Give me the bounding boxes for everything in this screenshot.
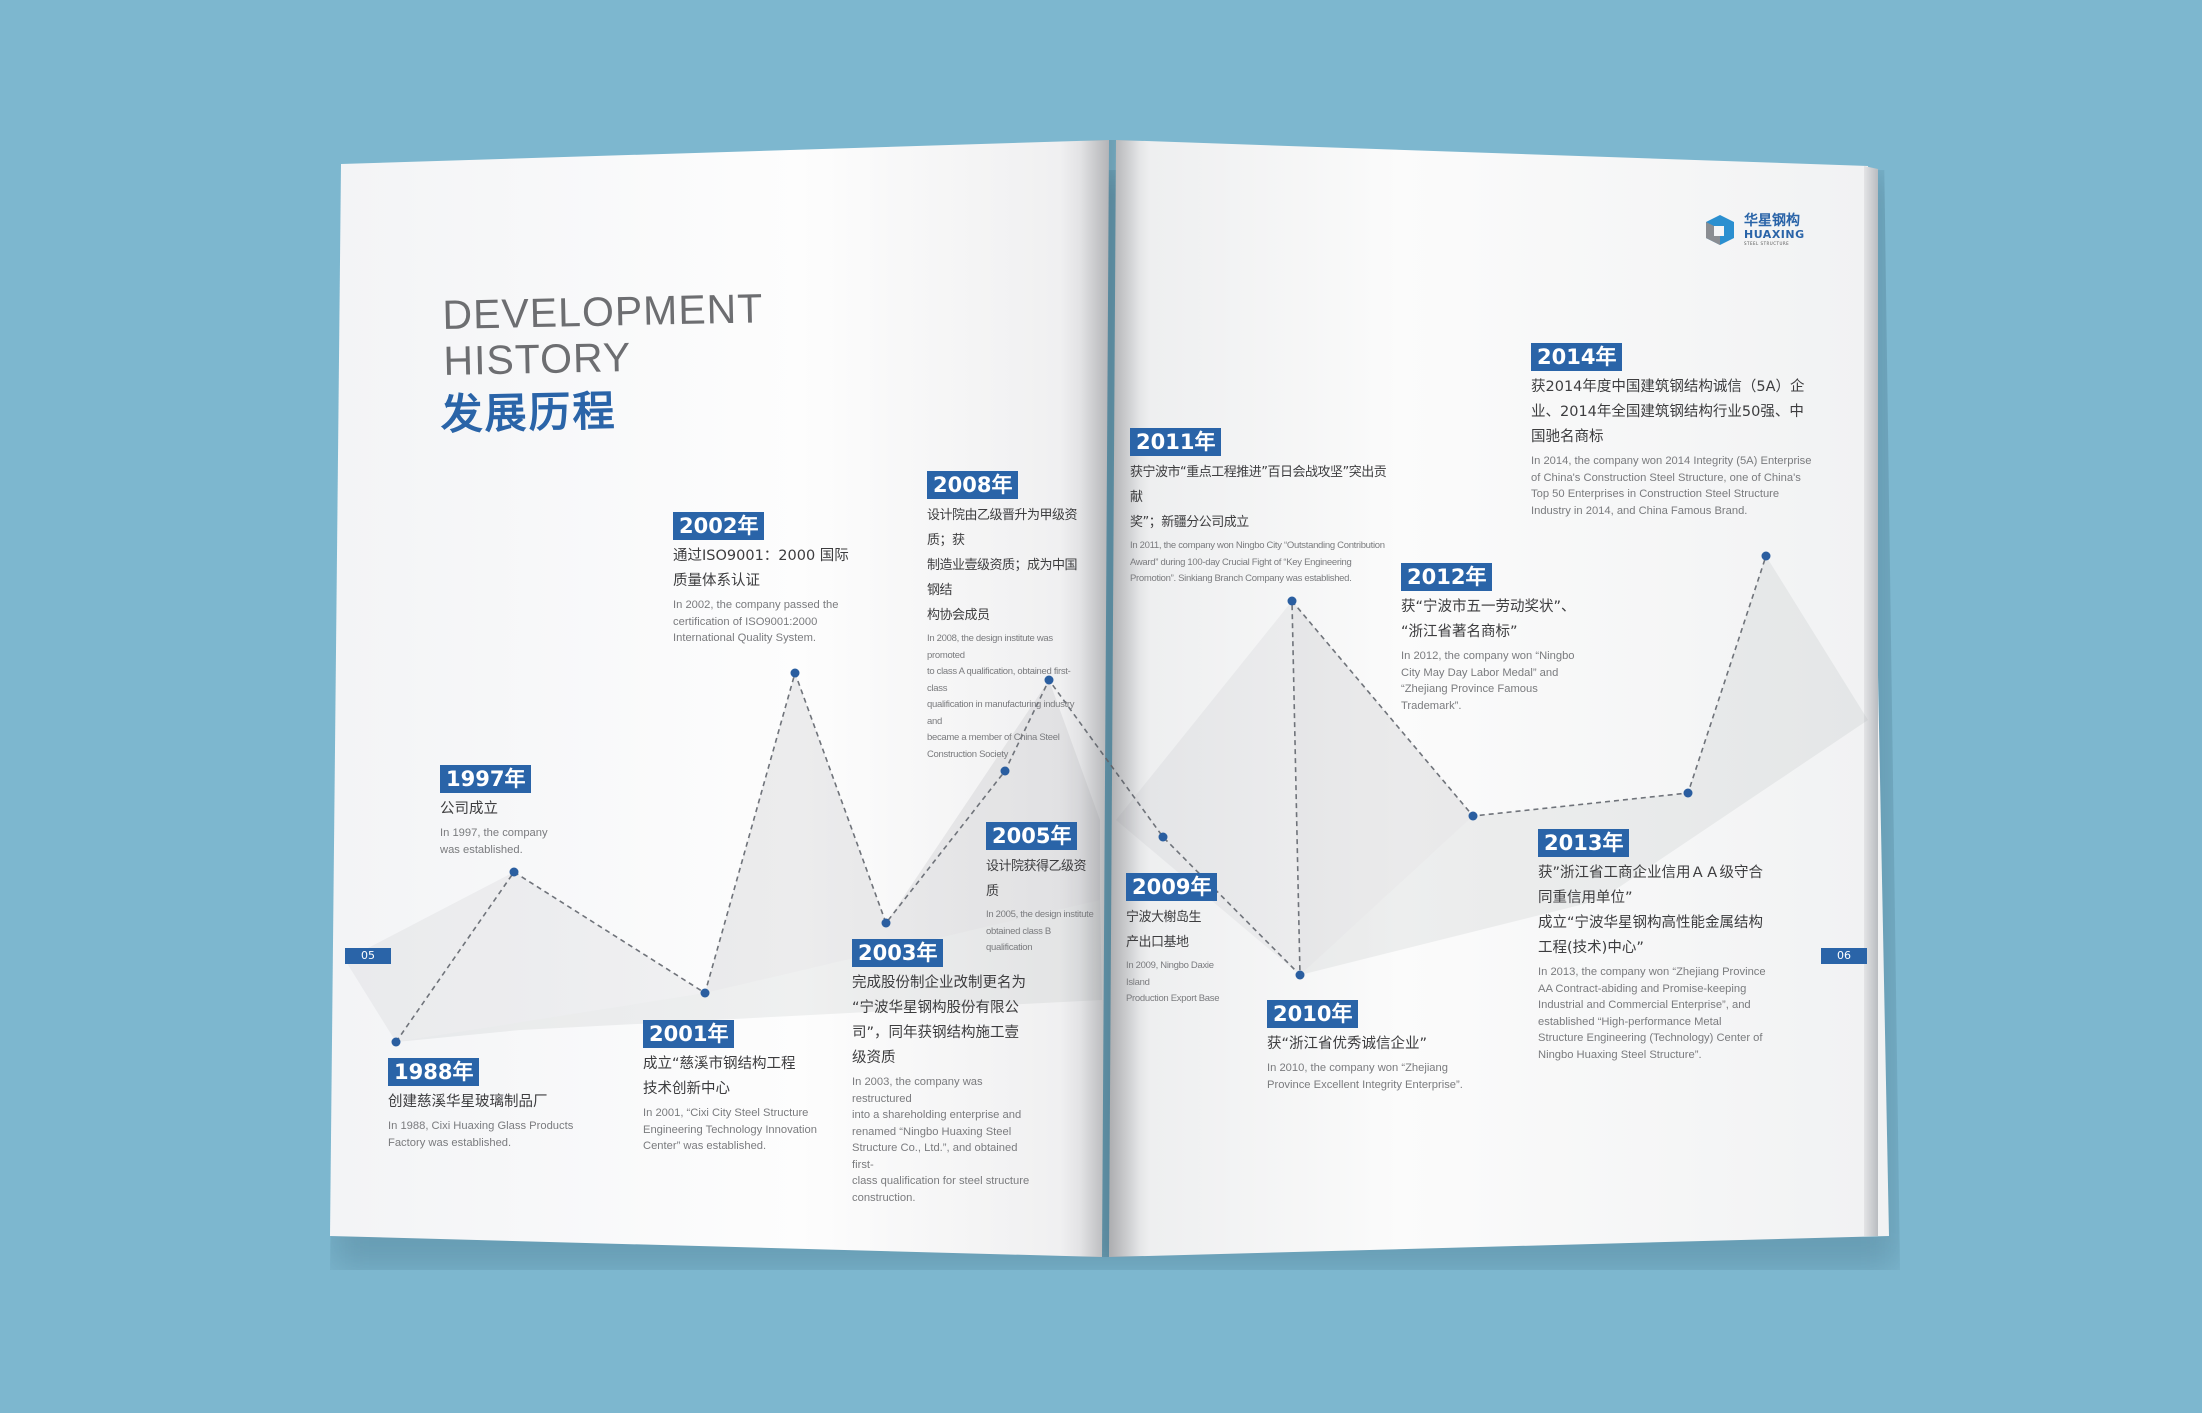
timeline-dot-2001 xyxy=(700,988,710,998)
event-description-en: In 2012, the company won “Ningbo City Ma… xyxy=(1401,650,1575,712)
timeline-dot-2008 xyxy=(1044,675,1054,685)
shaded-facet xyxy=(1292,601,1473,975)
shaded-facet xyxy=(345,872,705,1042)
year-label: 2010年 xyxy=(1267,1000,1359,1028)
timeline-event-2008: 2008年 设计院由乙级晋升为甲级资质；获 制造业壹级资质；成为中国钢结 构协会… xyxy=(927,471,1087,763)
shaded-facet xyxy=(1116,601,1300,975)
timeline-event-2002: 2002年 通过ISO9001：2000 国际 质量体系认证 In 2002, … xyxy=(673,512,873,647)
event-description-zh: 公司成立 xyxy=(440,801,498,817)
year-label: 2003年 xyxy=(852,939,944,967)
timeline-dot-2010 xyxy=(1295,970,1305,980)
logo-subtitle: STEEL STRUCTURE xyxy=(1744,240,1790,246)
timeline-dot-2003 xyxy=(881,918,891,928)
timeline-dot-1988 xyxy=(391,1037,401,1047)
event-description-en: In 2008, the design institute was promot… xyxy=(927,633,1075,760)
event-description-en: In 2011, the company won Ningbo City “Ou… xyxy=(1130,540,1385,584)
event-description-zh: 创建慈溪华星玻璃制品厂 xyxy=(388,1094,548,1110)
timeline-dot-2002 xyxy=(790,668,800,678)
timeline-event-2013: 2013年 获”浙江省工商企业信用ＡＡ级守合 同重信用单位” 成立“宁波华星钢构… xyxy=(1538,829,1808,1063)
year-label: 2005年 xyxy=(986,822,1078,850)
year-label: 1988年 xyxy=(388,1058,480,1086)
shaded-facet xyxy=(705,673,1100,993)
event-description-en: In 2005, the design institute obtained c… xyxy=(986,909,1094,953)
timeline-event-2014: 2014年 获2014年度中国建筑钢结构诚信（5A）企 业、2014年全国建筑钢… xyxy=(1531,343,1831,519)
event-description-en: In 2003, the company was restructured in… xyxy=(852,1076,1030,1204)
year-label: 2008年 xyxy=(927,471,1019,499)
event-description-zh: 获“宁波市五一劳动奖状”、 “浙江省著名商标” xyxy=(1401,599,1576,640)
logo-english: HUAXING xyxy=(1744,228,1805,242)
timeline-dot-1997 xyxy=(509,867,519,877)
timeline-dot-2012 xyxy=(1468,811,1478,821)
timeline-event-2001: 2001年 成立“慈溪市钢结构工程 技术创新中心 In 2001, “Cixi … xyxy=(643,1020,843,1155)
timeline-dot-2011 xyxy=(1287,596,1297,606)
timeline-dot-2014 xyxy=(1761,551,1771,561)
logo-cube-icon xyxy=(1706,215,1734,245)
year-label: 1997年 xyxy=(440,765,532,793)
company-logo: 华星钢构 HUAXING STEEL STRUCTURE xyxy=(1702,213,1805,246)
shaded-facet xyxy=(396,900,1102,1042)
event-description-zh: 获”浙江省工商企业信用ＡＡ级守合 同重信用单位” 成立“宁波华星钢构高性能金属结… xyxy=(1538,865,1764,956)
timeline-event-2011: 2011年 获宁波市“重点工程推进”百日会战攻坚”突出贡献 奖”；新疆分公司成立… xyxy=(1130,428,1390,588)
event-description-zh: 获“浙江省优秀诚信企业” xyxy=(1267,1036,1428,1052)
timeline-dot-2009 xyxy=(1158,832,1168,842)
timeline-event-1988: 1988年 创建慈溪华星玻璃制品厂 In 1988, Cixi Huaxing … xyxy=(388,1058,618,1151)
year-label: 2012年 xyxy=(1401,563,1493,591)
event-description-zh: 获宁波市“重点工程推进”百日会战攻坚”突出贡献 奖”；新疆分公司成立 xyxy=(1130,465,1387,530)
timeline-event-2010: 2010年 获“浙江省优秀诚信企业” In 2010, the company … xyxy=(1267,1000,1497,1093)
event-description-en: In 2002, the company passed the certific… xyxy=(673,599,839,644)
year-label: 2009年 xyxy=(1126,873,1218,901)
event-description-zh: 成立“慈溪市钢结构工程 技术创新中心 xyxy=(643,1056,796,1097)
title-english: DEVELOPMENT HISTORY xyxy=(442,285,764,384)
event-description-zh: 设计院由乙级晋升为甲级资质；获 制造业壹级资质；成为中国钢结 构协会成员 xyxy=(927,508,1078,623)
page-number-left: 05 xyxy=(345,948,391,964)
timeline-dot-2013 xyxy=(1683,788,1693,798)
timeline-dot-2005 xyxy=(1000,766,1010,776)
event-description-en: In 2010, the company won “Zhejiang Provi… xyxy=(1267,1062,1463,1091)
event-description-en: In 2014, the company won 2014 Integrity … xyxy=(1531,455,1812,517)
year-label: 2002年 xyxy=(673,512,765,540)
event-description-en: In 2009, Ningbo Daxie Island Production … xyxy=(1126,960,1220,1004)
logo-chinese: 华星钢构 xyxy=(1744,213,1800,230)
timeline-event-2012: 2012年 获“宁波市五一劳动奖状”、 “浙江省著名商标” In 2012, t… xyxy=(1401,563,1621,714)
year-label: 2001年 xyxy=(643,1020,735,1048)
event-description-zh: 完成股份制企业改制更名为 “宁波华星钢构股份有限公 司”，同年获钢结构施工壹 级… xyxy=(852,975,1026,1066)
event-description-zh: 宁波大榭岛生 产出口基地 xyxy=(1126,910,1202,950)
timeline-event-2003: 2003年 完成股份制企业改制更名为 “宁波华星钢构股份有限公 司”，同年获钢结… xyxy=(852,939,1042,1206)
year-label: 2013年 xyxy=(1538,829,1630,857)
event-description-en: In 1997, the company was established. xyxy=(440,827,548,856)
spine-shadow xyxy=(1080,140,1140,1257)
event-description-zh: 通过ISO9001：2000 国际 质量体系认证 xyxy=(673,548,849,589)
timeline-event-2009: 2009年 宁波大榭岛生 产出口基地 In 2009, Ningbo Daxie… xyxy=(1126,873,1236,1008)
event-description-en: In 1988, Cixi Huaxing Glass Products Fac… xyxy=(388,1120,574,1149)
page-edge xyxy=(1864,166,1878,1236)
event-description-en: In 2013, the company won “Zhejiang Provi… xyxy=(1538,966,1766,1061)
event-description-zh: 获2014年度中国建筑钢结构诚信（5A）企 业、2014年全国建筑钢结构行业50… xyxy=(1531,379,1805,445)
shaded-facet xyxy=(1300,556,1868,975)
year-label: 2014年 xyxy=(1531,343,1623,371)
title-chinese: 发展历程 xyxy=(440,386,618,439)
timeline-event-2005: 2005年 设计院获得乙级资质 In 2005, the design inst… xyxy=(986,822,1096,957)
year-label: 2011年 xyxy=(1130,428,1222,456)
event-description-en: In 2001, “Cixi City Steel Structure Engi… xyxy=(643,1107,817,1152)
event-description-zh: 设计院获得乙级资质 xyxy=(986,859,1087,899)
timeline-event-1997: 1997年 公司成立 In 1997, the company was esta… xyxy=(440,765,640,858)
page-number-right: 06 xyxy=(1821,948,1867,964)
